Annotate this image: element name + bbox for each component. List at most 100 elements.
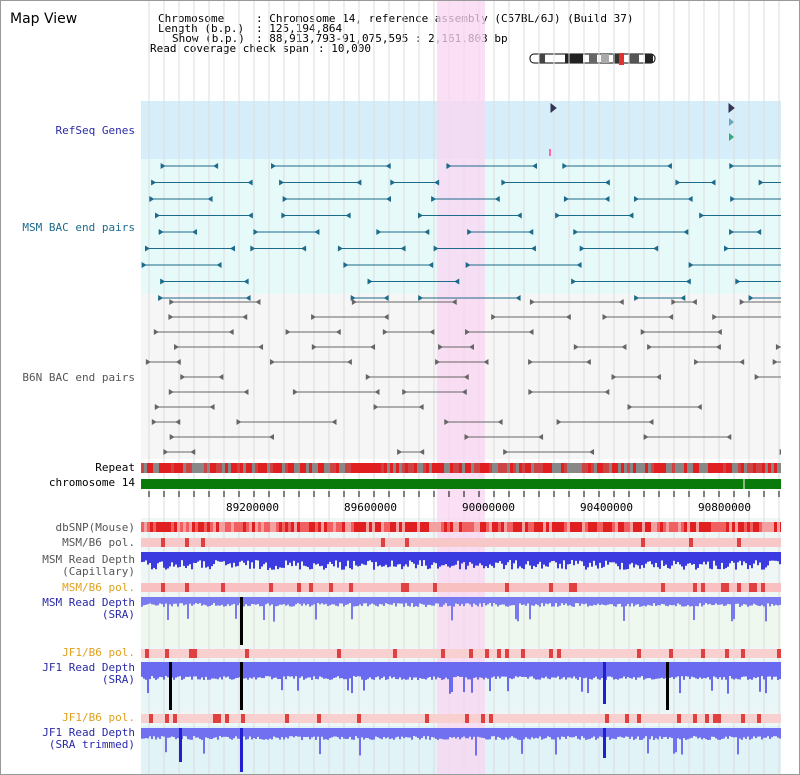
- depth-bar: [159, 597, 161, 604]
- depth-bar: [611, 662, 613, 678]
- depth-bar: [489, 552, 491, 565]
- dbsnp-segment: [717, 522, 720, 532]
- b6n-bac-end: [712, 314, 718, 320]
- depth-bar: [255, 597, 257, 605]
- repeat-segment: [570, 463, 573, 473]
- depth-bar: [561, 597, 563, 604]
- depth-bar: [403, 728, 405, 739]
- dbsnp-segment: [558, 522, 561, 532]
- depth-bar: [303, 662, 305, 680]
- dbsnp-segment: [582, 522, 585, 532]
- depth-bar: [459, 552, 461, 570]
- depth-bar: [321, 662, 323, 678]
- dbsnp-segment: [522, 522, 525, 532]
- jf1-b6-pol-segment: [653, 714, 657, 723]
- jf1-b6-pol-segment: [189, 649, 193, 658]
- depth-bar: [683, 597, 685, 607]
- depth-bar: [385, 597, 387, 604]
- depth-bar: [383, 728, 385, 738]
- repeat-segment: [315, 463, 318, 473]
- dbsnp-segment: [315, 522, 318, 532]
- jf1-b6-pol-segment: [577, 649, 581, 658]
- msm-b6-pol-segment: [637, 538, 641, 547]
- depth-bar: [415, 728, 417, 737]
- jf1-b6-pol-segment: [361, 649, 365, 658]
- jf1-b6-pol-segment: [701, 649, 705, 658]
- depth-bar: [551, 552, 553, 562]
- depth-bar: [157, 552, 159, 564]
- depth-bar: [529, 728, 531, 740]
- repeat-segment: [237, 463, 240, 473]
- jf1-b6-pol-segment: [345, 649, 349, 658]
- msm-bac-end: [356, 179, 362, 186]
- depth-bar: [475, 597, 477, 605]
- jf1-b6-pol-segment: [593, 714, 597, 723]
- depth-bar: [295, 728, 297, 737]
- depth-bar: [597, 597, 599, 604]
- repeat-segment: [525, 463, 528, 473]
- jf1-b6-pol-segment: [449, 714, 453, 723]
- depth-bar: [289, 597, 291, 607]
- depth-bar: [353, 662, 355, 677]
- depth-bar: [211, 662, 213, 679]
- depth-bar: [391, 552, 393, 561]
- depth-bar: [319, 597, 321, 605]
- dbsnp-segment: [591, 522, 594, 532]
- jf1-b6-pol-segment: [705, 714, 709, 723]
- depth-bar: [205, 728, 207, 738]
- jf1-b6-pol-segment: [281, 649, 285, 658]
- b6n-bac-end: [696, 404, 702, 410]
- depth-bar: [631, 597, 633, 604]
- repeat-segment: [249, 463, 252, 473]
- depth-bar: [679, 597, 681, 605]
- depth-bar: [465, 552, 467, 570]
- depth-bar: [185, 728, 187, 737]
- jf1-b6-pol-segment: [509, 714, 513, 723]
- dbsnp-segment: [777, 522, 780, 532]
- jf1-b6-pol-segment: [157, 649, 161, 658]
- depth-bar: [655, 597, 657, 607]
- genome-track-canvas[interactable]: [141, 1, 781, 775]
- depth-bar: [331, 552, 333, 564]
- depth-bar: [203, 552, 205, 562]
- dbsnp-segment: [168, 522, 171, 532]
- depth-bar: [621, 728, 623, 738]
- dbsnp-segment: [453, 522, 456, 532]
- dbsnp-segment: [741, 522, 744, 532]
- depth-bar: [459, 728, 461, 740]
- depth-bar: [367, 552, 369, 562]
- depth-bar: [611, 552, 613, 563]
- depth-bar: [141, 597, 143, 607]
- chromosome-ideogram[interactable]: [529, 53, 657, 65]
- depth-bar: [307, 662, 309, 678]
- depth-bar: [671, 728, 673, 739]
- jf1-b6-pol-segment: [241, 714, 245, 723]
- depth-bar: [305, 662, 307, 679]
- depth-bar: [285, 552, 287, 561]
- dbsnp-segment: [744, 522, 747, 532]
- depth-bar: [527, 597, 529, 604]
- depth-bar: [657, 662, 659, 679]
- depth-bar: [481, 597, 483, 607]
- depth-bar: [649, 728, 651, 740]
- depth-bar: [227, 597, 229, 605]
- depth-bar: [583, 728, 585, 738]
- depth-bar: [707, 552, 709, 562]
- repeat-segment: [765, 463, 768, 473]
- b6n-bac-end: [754, 374, 760, 380]
- msm-b6-pol-segment: [357, 583, 361, 592]
- depth-bar: [267, 728, 269, 740]
- depth-bar: [309, 597, 311, 607]
- msm-b6-pol-segment: [413, 583, 417, 592]
- depth-bar: [649, 597, 651, 606]
- msm-b6-pol-segment: [301, 538, 305, 547]
- depth-bar: [429, 552, 431, 569]
- jf1-b6-pol-segment: [421, 714, 425, 723]
- depth-bar: [309, 662, 311, 678]
- depth-bar: [541, 662, 543, 678]
- jf1-b6-pol-segment: [465, 649, 469, 658]
- jf1-b6-pol-segment: [365, 649, 369, 658]
- depth-bar: [699, 552, 701, 565]
- depth-bar: [723, 597, 725, 606]
- msm-b6-pol-segment: [533, 583, 537, 592]
